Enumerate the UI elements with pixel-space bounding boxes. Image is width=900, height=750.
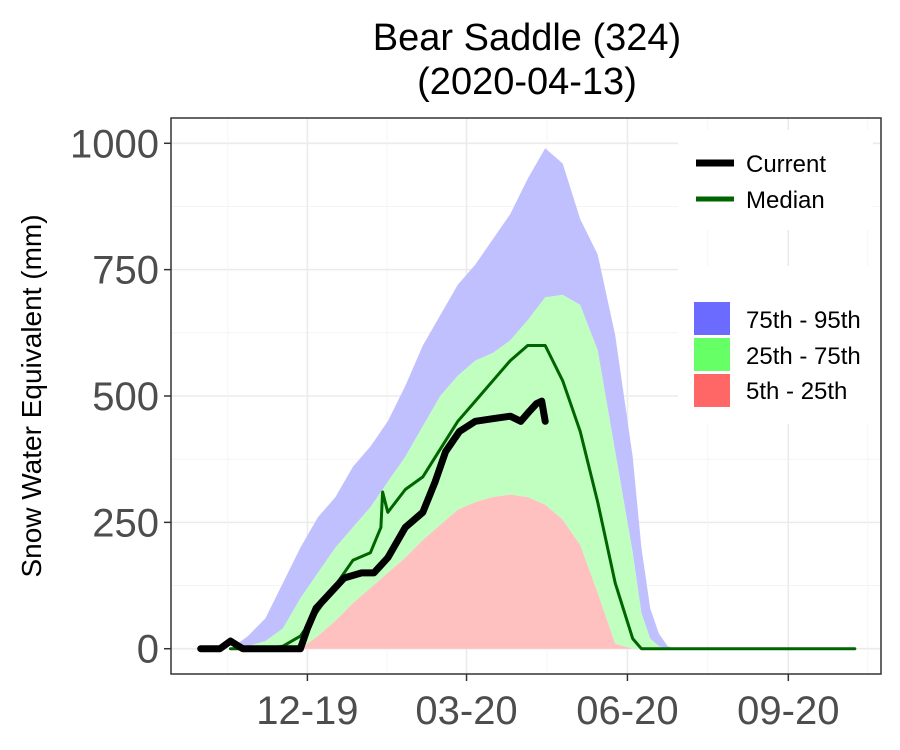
band-75-95: [230, 148, 677, 649]
legend-label-5-25: 5th - 25th: [746, 378, 847, 405]
band-5-25: [230, 494, 677, 649]
y-tick-label: 1000: [70, 122, 159, 166]
axes: 0 250 500 750 1000 12-19 03-20 06-20 09-20: [70, 117, 882, 733]
x-tick-label: 03-20: [415, 689, 517, 733]
y-tick-label: 0: [137, 628, 159, 672]
x-tick-label: 06-20: [576, 689, 678, 733]
series-lines: [197, 344, 857, 653]
y-tick-label: 750: [92, 249, 159, 293]
legend-label-25-75: 25th - 75th: [746, 343, 861, 370]
x-tick-label: 09-20: [737, 689, 839, 733]
current-line: [197, 397, 549, 653]
y-tick-label: 250: [92, 501, 159, 545]
legend-key-5-25: [694, 374, 730, 407]
chart-title: Bear Saddle (324): [373, 17, 681, 59]
x-tick-label: 12-19: [256, 689, 358, 733]
legend-label-current: Current: [746, 151, 826, 178]
y-axis-title: Snow Water Equivalent (mm): [16, 214, 47, 577]
legend-key-75-95: [694, 302, 730, 335]
legend-label-median: Median: [746, 187, 825, 214]
chart-subtitle: (2020-04-13): [417, 61, 637, 103]
legend-label-75-95: 75th - 95th: [746, 307, 861, 334]
legend: Current Median 75th - 95th 25th - 75th 5…: [678, 130, 883, 424]
y-tick-label: 500: [92, 375, 159, 419]
legend-lines-background: [678, 130, 873, 230]
legend-key-25-75: [694, 338, 730, 371]
